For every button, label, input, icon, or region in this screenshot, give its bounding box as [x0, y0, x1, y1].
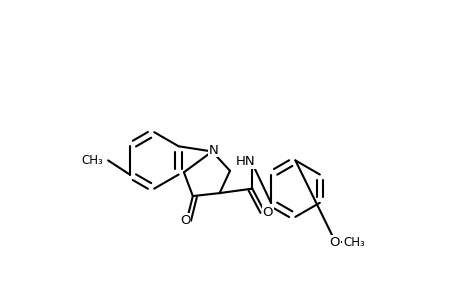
- Text: O: O: [262, 206, 272, 219]
- Text: CH₃: CH₃: [81, 154, 102, 167]
- Text: HN: HN: [235, 155, 255, 168]
- Text: O: O: [329, 236, 339, 249]
- Text: CH₃: CH₃: [342, 236, 364, 249]
- Text: O: O: [180, 214, 190, 227]
- Text: N: N: [208, 143, 218, 157]
